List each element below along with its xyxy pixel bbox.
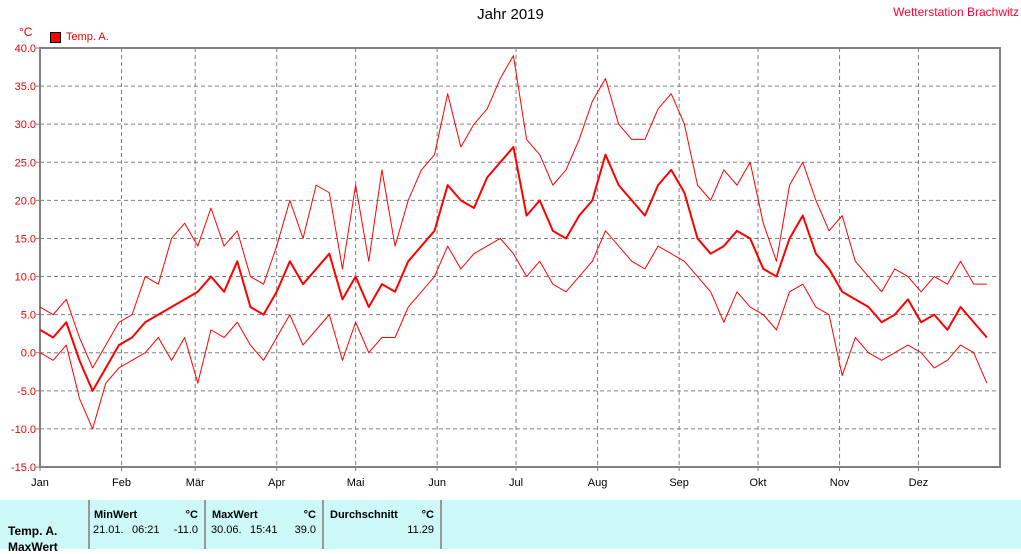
stats-row-label: Temp. A. (8, 524, 58, 538)
chart-title: Jahr 2019 (477, 6, 544, 23)
y-tick-label: -5.0 (17, 386, 36, 398)
x-tick-label: Feb (112, 477, 131, 489)
x-tick-label: Sep (669, 477, 689, 489)
x-tick-label: Okt (749, 477, 766, 489)
stats-label-column: Temp. A. MaxWert (0, 500, 90, 554)
min-header: MinWert (94, 509, 138, 521)
y-tick-label: 25.0 (15, 157, 36, 169)
y-tick-label: 5.0 (21, 310, 36, 322)
y-tick-label: 30.0 (15, 119, 36, 131)
min-date: 21.01. (93, 524, 124, 536)
legend-label: Temp. A. (66, 31, 109, 43)
min-unit: °C (185, 509, 198, 521)
chart-area: 40.0 35.0 30.0 25.0 20.0 15.0 10.0 5.0 0.0 -5.0 -1… (11, 43, 1001, 489)
x-tick-label: Nov (830, 477, 850, 489)
x-tick-label: Apr (268, 477, 285, 489)
min-value: -11.0 (173, 524, 198, 536)
avg-column: Durchschnitt °C 11.29 (324, 500, 442, 549)
max-time: 15:41 (250, 524, 278, 536)
max-value: 39.0 (294, 524, 316, 536)
avg-header: Durchschnitt (330, 509, 398, 521)
y-axis-unit: °C (19, 25, 33, 39)
x-tick-label: Jun (428, 477, 446, 489)
max-column: MaxWert °C 30.06. 15:41 39.0 (206, 500, 324, 549)
avg-value: 11.29 (407, 524, 434, 536)
series-line-min (39, 230, 988, 430)
max-header: MaxWert (212, 509, 258, 521)
stats-row-label-2: MaxWert (8, 540, 58, 554)
x-tick-label: Dez (909, 477, 929, 489)
avg-unit: °C (421, 509, 434, 521)
y-tick-label: 40.0 (15, 43, 36, 55)
max-unit: °C (303, 509, 316, 521)
y-tick-label: 0.0 (21, 348, 36, 360)
min-time: 06:21 (132, 524, 160, 536)
y-tick-label: -10.0 (11, 424, 36, 436)
x-tick-label: Jul (509, 477, 523, 489)
series-line-mean (39, 146, 988, 392)
x-tick-label: Mär (186, 477, 205, 489)
max-date: 30.06. (211, 524, 242, 536)
stats-panel: Temp. A. MaxWert MinWert °C 21.01. 06:21… (0, 500, 1021, 554)
x-tick-label: Jan (31, 477, 49, 489)
legend: Temp. A. (50, 31, 109, 43)
y-tick-label: 20.0 (15, 195, 36, 207)
series-line-max (39, 55, 987, 369)
min-column: MinWert °C 21.01. 06:21 -11.0 (88, 500, 206, 549)
y-tick-label: -15.0 (11, 462, 36, 474)
plot-frame (39, 47, 1001, 468)
x-tick-label: Aug (588, 477, 608, 489)
station-name: Wetterstation Brachwitz (893, 5, 1019, 19)
y-tick-label: 35.0 (15, 81, 36, 93)
y-tick-label: 10.0 (15, 272, 36, 284)
legend-swatch (50, 31, 61, 43)
y-tick-label: 15.0 (15, 233, 36, 245)
x-tick-label: Mai (347, 477, 365, 489)
